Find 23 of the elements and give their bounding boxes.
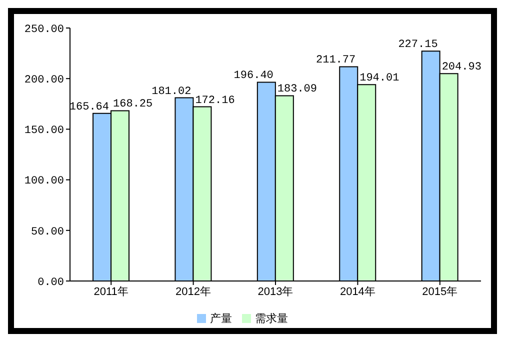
data-label: 204.93 [442,62,482,74]
data-label: 227.15 [398,39,438,52]
data-label: 211.77 [316,54,356,67]
data-label: 194.01 [360,72,400,85]
y-tick-label: 0.00 [38,276,64,289]
data-label: 165.64 [69,101,110,114]
y-tick-label: 150.00 [24,125,64,138]
legend-label: 需求量 [255,312,288,325]
y-tick-label: 200.00 [24,74,64,87]
x-tick-label: 2012年 [176,286,212,298]
data-label: 172.16 [195,94,235,107]
data-label: 196.40 [234,70,274,82]
data-label: 168.25 [113,98,153,111]
y-tick-label: 100.00 [24,176,64,188]
y-tick-label: 50.00 [30,226,64,238]
x-tick-label: 2013年 [258,286,294,298]
y-tick-label: 250.00 [24,24,64,36]
x-tick-label: 2011年 [94,286,128,298]
x-tick-label: 2014年 [340,286,376,298]
data-label: 181.02 [152,86,192,98]
x-tick-label: 2015年 [422,286,458,298]
legend-label: 产量 [210,312,232,325]
data-label: 183.09 [277,84,318,96]
